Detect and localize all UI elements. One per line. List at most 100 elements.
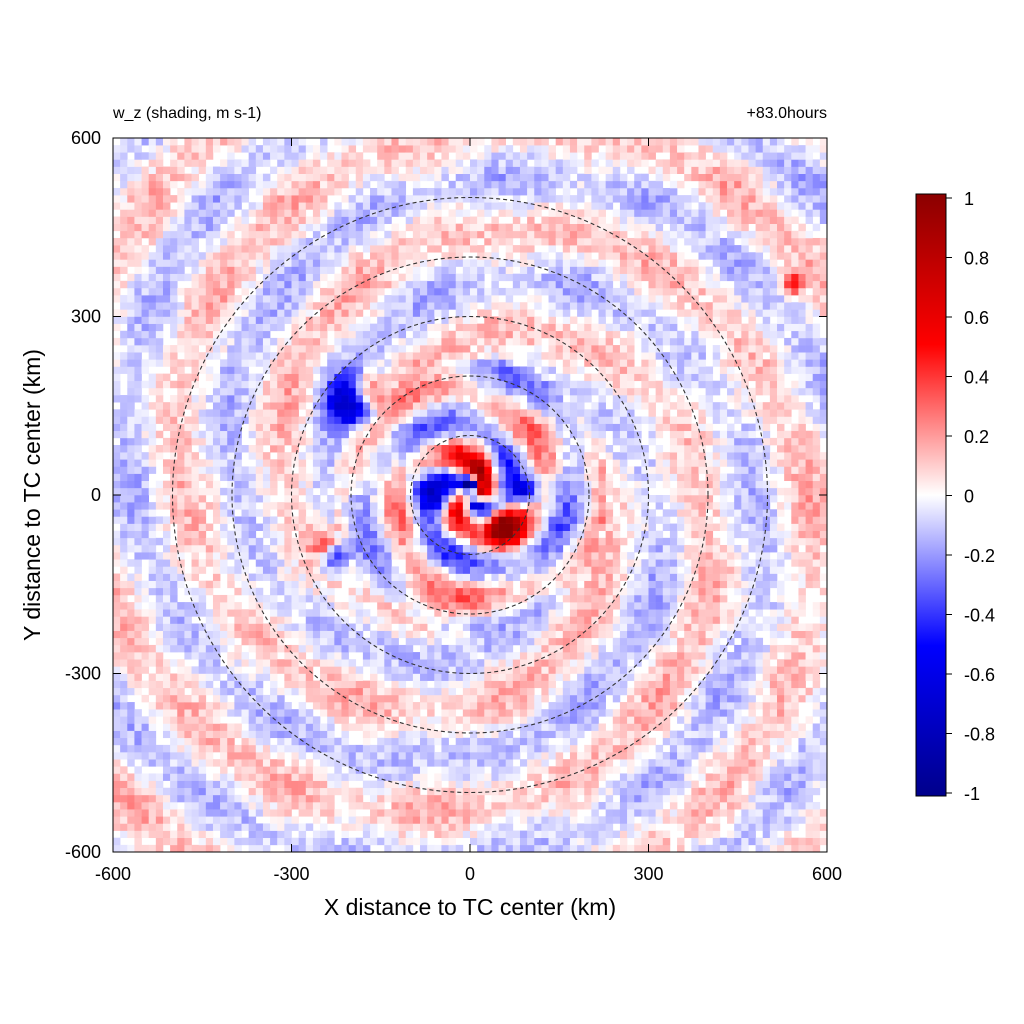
heat-cell — [355, 637, 364, 646]
heat-cell — [348, 837, 357, 846]
heat-cell — [320, 702, 328, 710]
heat-cell — [498, 694, 506, 703]
heat-cell — [113, 309, 121, 317]
heat-cell — [113, 280, 121, 289]
heat-cell — [405, 380, 414, 389]
heat-cell — [405, 702, 414, 710]
heat-cell — [270, 487, 278, 496]
heat-cell — [355, 173, 364, 182]
heat-cell — [127, 387, 135, 396]
heat-cell — [391, 744, 399, 753]
heat-cell — [155, 395, 164, 403]
heat-cell — [177, 530, 185, 539]
heat-cell — [405, 659, 414, 667]
heat-cell — [427, 323, 435, 332]
heat-cell — [362, 345, 371, 353]
heat-cell — [434, 352, 442, 360]
heat-cell — [220, 816, 228, 824]
heat-cell — [134, 352, 142, 360]
heat-cell — [134, 766, 142, 774]
heat-cell — [341, 345, 349, 353]
heat-cell — [155, 202, 164, 210]
heat-cell — [177, 780, 185, 789]
heat-cell — [391, 716, 399, 724]
heat-cell — [205, 623, 214, 631]
heat-cell — [113, 466, 121, 474]
heat-cell — [462, 195, 471, 203]
heat-cell — [198, 145, 207, 153]
heat-cell — [305, 737, 314, 746]
heat-cell — [334, 787, 342, 796]
heat-cell — [320, 395, 328, 403]
heat-cell — [398, 430, 407, 439]
heat-cell — [141, 459, 149, 467]
heat-cell — [113, 195, 121, 203]
heat-cell — [198, 630, 207, 639]
heat-cell — [184, 644, 192, 653]
heat-cell — [505, 352, 514, 360]
heat-cell — [312, 694, 321, 703]
heat-cell — [220, 409, 228, 417]
heat-cell — [362, 409, 371, 417]
heat-cell — [113, 459, 121, 467]
heat-cell — [113, 445, 121, 453]
heat-cell — [177, 694, 185, 703]
heat-cell — [412, 552, 421, 560]
heat-cell — [177, 544, 185, 553]
heat-cell — [491, 659, 499, 667]
heat-cell — [127, 237, 135, 246]
heat-cell — [384, 487, 392, 496]
heat-cell — [491, 730, 499, 739]
heat-cell — [441, 687, 449, 696]
heat-cell — [291, 295, 299, 303]
heat-cell — [141, 580, 149, 589]
heat-cell — [470, 295, 478, 303]
heat-cell — [262, 473, 271, 482]
heat-cell — [477, 230, 485, 239]
heat-cell — [284, 487, 292, 496]
heat-cell — [498, 594, 506, 603]
heat-cell — [412, 316, 421, 324]
heat-cell — [262, 345, 271, 353]
heat-cell — [148, 794, 157, 803]
heat-cell — [477, 323, 485, 332]
heat-cell — [498, 673, 506, 681]
heat-cell — [412, 245, 421, 253]
heat-cell — [291, 780, 299, 789]
heat-cell — [162, 830, 171, 839]
heat-cell — [184, 173, 192, 182]
heat-cell — [305, 630, 314, 639]
heat-cell — [427, 787, 435, 796]
heat-cell — [398, 573, 407, 581]
heat-cell — [398, 680, 407, 689]
heat-cell — [191, 280, 199, 289]
heat-cell — [177, 523, 185, 531]
heat-cell — [320, 373, 328, 382]
heat-cell — [248, 316, 257, 324]
heat-cell — [312, 537, 321, 546]
heat-cell — [348, 309, 357, 317]
heat-cell — [427, 309, 435, 317]
heat-cell — [155, 566, 164, 574]
heat-cell — [248, 602, 257, 610]
heat-cell — [370, 202, 378, 210]
heat-cell — [420, 766, 428, 774]
heat-cell — [191, 223, 199, 232]
heat-cell — [298, 687, 307, 696]
heat-cell — [155, 559, 164, 567]
heat-cell — [262, 266, 271, 274]
heat-cell — [134, 644, 142, 653]
heat-cell — [462, 509, 471, 517]
heat-cell — [177, 602, 185, 610]
heat-cell — [434, 423, 442, 432]
heat-cell — [348, 516, 357, 524]
heat-cell — [262, 295, 271, 303]
heat-cell — [291, 323, 299, 332]
heat-cell — [377, 780, 385, 789]
heat-cell — [177, 709, 185, 717]
heat-cell — [248, 837, 257, 846]
heat-cell — [505, 366, 514, 374]
heat-cell — [362, 166, 371, 174]
heat-cell — [120, 280, 128, 289]
heat-cell — [377, 794, 385, 803]
